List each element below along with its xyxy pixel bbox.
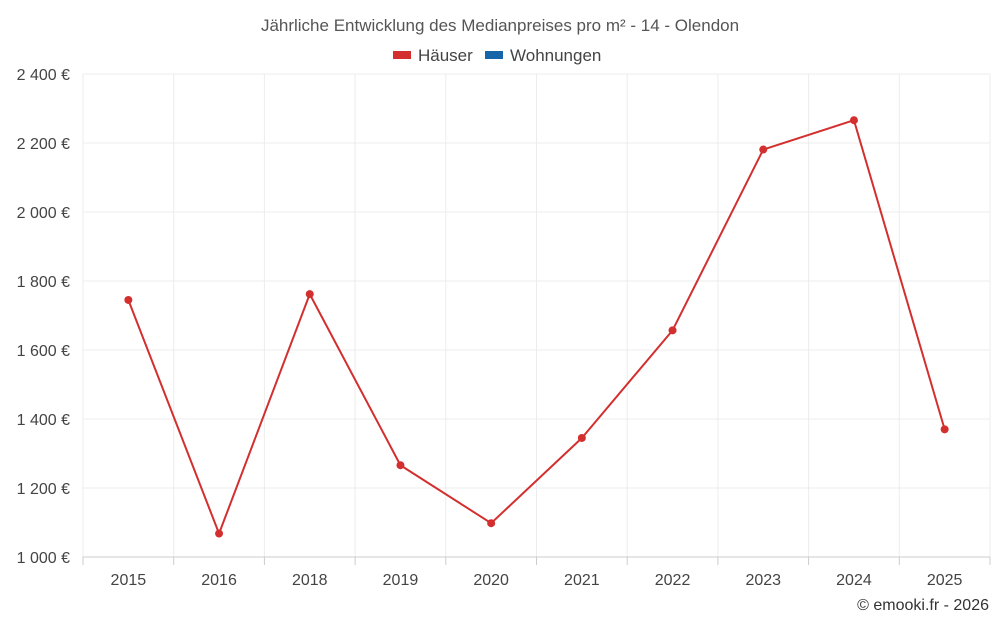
x-tick-label: 2023 <box>745 572 781 589</box>
x-tick-label: 2024 <box>836 572 872 589</box>
legend-item-houses[interactable]: Häuser <box>393 46 473 65</box>
series-houses <box>124 116 949 538</box>
legend-swatch-houses <box>393 51 411 59</box>
series-line-houses <box>127 119 946 535</box>
data-point-houses <box>305 290 314 299</box>
legend: Häuser Wohnungen <box>393 46 601 65</box>
data-point-houses <box>396 461 405 470</box>
x-tick-label: 2025 <box>927 572 963 589</box>
y-tick-label: 1 600 € <box>17 343 70 360</box>
y-tick-label: 2 400 € <box>17 67 70 84</box>
x-tick-label: 2019 <box>383 572 419 589</box>
data-point-houses <box>577 433 586 442</box>
grid <box>82 73 991 565</box>
y-tick-label: 2 000 € <box>17 205 70 222</box>
data-point-houses <box>940 425 949 434</box>
x-tick-label: 2018 <box>292 572 328 589</box>
x-tick-label: 2022 <box>655 572 691 589</box>
y-tick-label: 2 200 € <box>17 136 70 153</box>
legend-label-apartments: Wohnungen <box>510 46 601 65</box>
y-tick-label: 1 000 € <box>17 550 70 567</box>
legend-label-houses: Häuser <box>418 46 473 65</box>
x-tick-label: 2016 <box>201 572 237 589</box>
y-tick-label: 1 800 € <box>17 274 70 291</box>
data-point-houses <box>215 529 224 538</box>
data-point-houses <box>124 295 133 304</box>
legend-item-apartments[interactable]: Wohnungen <box>485 46 601 65</box>
x-axis-ticks: 2015 2016 2018 2019 2020 2021 2022 2023 2024 2025 <box>111 572 963 589</box>
x-tick-label: 2015 <box>111 572 147 589</box>
data-point-houses <box>759 145 768 154</box>
x-tick-label: 2020 <box>473 572 509 589</box>
y-tick-label: 1 200 € <box>17 481 70 498</box>
legend-swatch-apartments <box>485 51 503 59</box>
y-tick-label: 1 400 € <box>17 412 70 429</box>
data-point-houses <box>487 519 496 528</box>
x-tick-label: 2021 <box>564 572 600 589</box>
chart-title: Jährliche Entwicklung des Medianpreises … <box>261 16 739 35</box>
y-axis-ticks: 1 000 € 1 200 € 1 400 € 1 600 € 1 800 € 2 000… <box>17 67 70 567</box>
data-point-houses <box>668 326 677 335</box>
credit-text: © emooki.fr - 2026 <box>857 597 989 614</box>
data-point-houses <box>849 116 858 125</box>
